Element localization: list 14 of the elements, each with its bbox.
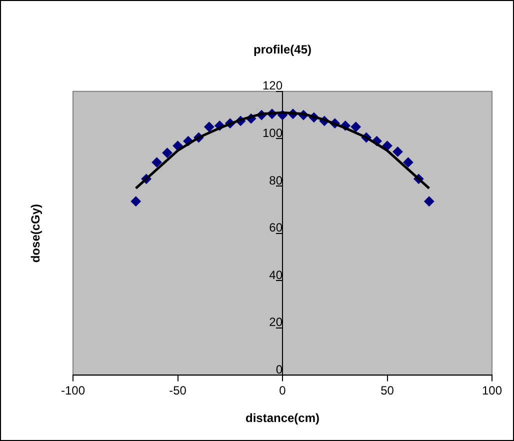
y-tick-label: 100: [262, 126, 283, 140]
x-tick-label: -100: [60, 384, 86, 398]
y-tick-label: 80: [269, 173, 283, 188]
y-tick-label: 120: [262, 78, 283, 93]
y-tick-label: 40: [269, 268, 283, 282]
y-tick-label: 20: [269, 315, 283, 330]
x-tick-label: 50: [380, 384, 394, 398]
y-tick-label: 60: [269, 220, 283, 235]
y-tick-label: 0: [276, 362, 283, 377]
x-tick-label: 100: [482, 384, 502, 398]
chart-title: profile(45): [253, 42, 312, 57]
x-axis-title: distance(cm): [245, 411, 320, 426]
x-tick-label: -50: [169, 384, 187, 398]
y-axis-title: dose(cGy): [28, 204, 42, 263]
